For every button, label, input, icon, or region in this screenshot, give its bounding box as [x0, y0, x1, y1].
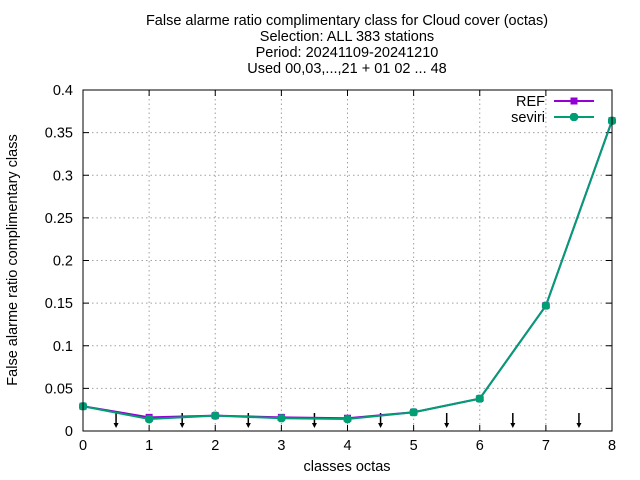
y-axis-label: False alarme ratio complimentary class [5, 134, 21, 385]
x-axis-label: classes octas [303, 459, 390, 475]
grid [82, 89, 613, 432]
plot-frame [82, 89, 613, 432]
x-tick-label: 0 [79, 438, 87, 454]
x-tick-label: 6 [476, 438, 484, 454]
legend-marker-seviri [570, 113, 578, 121]
title-line-3: Period: 20241109-20241210 [256, 45, 439, 61]
data-point-seviri [541, 301, 550, 310]
arrow-head [311, 423, 317, 428]
legend-marker-REF [570, 97, 578, 105]
arrow-marker [510, 413, 516, 428]
title-line-1: False alarme ratio complimentary class f… [146, 13, 548, 29]
x-tick-label: 7 [542, 438, 550, 454]
y-tick-label: 0.05 [45, 381, 73, 397]
x-tick-label: 1 [145, 438, 153, 454]
arrow-head [179, 423, 185, 428]
arrow-marker [576, 413, 582, 428]
legend-label-seviri: seviri [511, 110, 545, 126]
arrow-marker [113, 413, 119, 428]
y-tick-label: 0.25 [45, 211, 73, 227]
y-tick-label: 0.4 [53, 83, 73, 99]
arrow-head [510, 423, 516, 428]
data-point-seviri [211, 411, 220, 420]
legend-label-REF: REF [516, 94, 545, 110]
y-tick-label: 0.3 [53, 168, 73, 184]
x-tick-label: 4 [343, 438, 351, 454]
legend-entry-seviri: seviri [511, 110, 594, 126]
data-point-seviri [145, 415, 154, 424]
y-tick-label: 0 [65, 424, 73, 440]
arrow-head [245, 423, 251, 428]
arrow-marker [311, 413, 317, 428]
data-point-seviri [409, 408, 418, 417]
x-tick-label: 2 [211, 438, 219, 454]
arrow-marker [245, 413, 251, 428]
data-point-seviri [475, 394, 484, 403]
x-tick-labels: 0 1 2 3 4 5 6 7 8 [79, 438, 616, 454]
arrow-head [378, 423, 384, 428]
arrow-head [444, 423, 450, 428]
y-tick-label: 0.1 [53, 339, 73, 355]
data-point-seviri [343, 415, 352, 424]
series-lines [79, 116, 616, 424]
y-tick-label: 0.35 [45, 126, 73, 142]
y-tick-label: 0.15 [45, 296, 73, 312]
arrow-marker [444, 413, 450, 428]
x-tick-label: 8 [608, 438, 616, 454]
data-point-seviri [277, 414, 286, 423]
series-seviri [79, 116, 616, 424]
arrow-head [576, 423, 582, 428]
x-tick-label: 3 [277, 438, 285, 454]
chart-title: False alarme ratio complimentary class f… [146, 13, 548, 77]
arrow-head [113, 423, 119, 428]
arrow-marker [179, 413, 185, 428]
title-line-2: Selection: ALL 383 stations [260, 29, 434, 45]
x-tick-label: 5 [410, 438, 418, 454]
y-tick-label: 0.2 [53, 254, 73, 270]
y-tick-labels: 0 0.05 0.1 0.15 0.2 0.25 0.3 0.35 0.4 [45, 83, 73, 440]
title-line-4: Used 00,03,...,21 + 01 02 ... 48 [247, 61, 447, 77]
legend-entry-REF: REF [516, 94, 594, 110]
